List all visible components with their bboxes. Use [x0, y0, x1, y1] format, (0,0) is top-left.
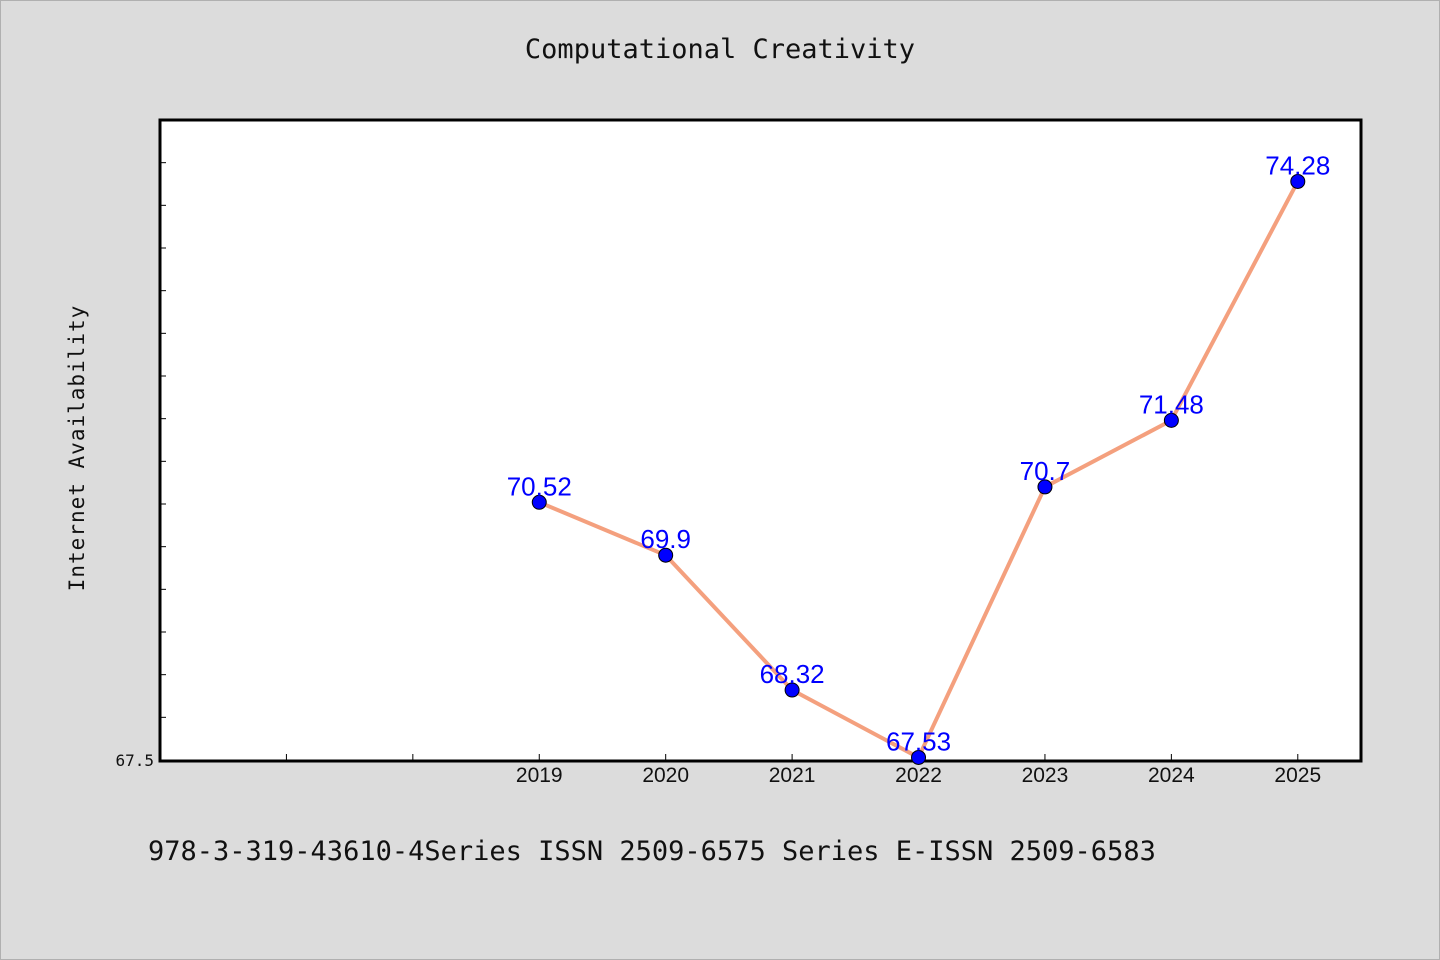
- chart-title: Computational Creativity: [524, 34, 916, 65]
- data-point: [784, 682, 800, 698]
- x-tick-label: 2022: [895, 764, 942, 787]
- y-axis-ticks: 67.5: [115, 162, 166, 770]
- x-axis-ticks: 2019 2020 2021 2022 2023 2024 2025: [159, 754, 1321, 787]
- y-tick-label: 67.5: [115, 751, 154, 770]
- x-tick-label: 2020: [642, 764, 689, 787]
- data-label: 68.32: [760, 659, 825, 689]
- data-label: 71.48: [1139, 389, 1204, 419]
- data-markers: [531, 173, 1306, 765]
- data-point: [1037, 479, 1053, 495]
- data-point: [531, 494, 547, 510]
- x-tick-label: 2025: [1274, 764, 1321, 787]
- footer-isbn-text: 978-3-319-43610-4Series ISSN 2509-6575 S…: [148, 836, 1156, 867]
- x-tick-label: 2024: [1148, 764, 1195, 787]
- data-label: 69.9: [640, 524, 691, 554]
- data-label: 67.53: [886, 726, 951, 756]
- data-point: [911, 749, 927, 765]
- data-label: 70.7: [1020, 456, 1071, 486]
- data-point: [1290, 173, 1306, 189]
- x-tick-label: 2019: [516, 764, 563, 787]
- data-labels: 70.52 69.9 68.32 67.53 70.7 71.48 74.28: [507, 150, 1331, 756]
- data-point: [658, 547, 674, 563]
- data-label: 70.52: [507, 471, 572, 501]
- x-tick-label: 2023: [1022, 764, 1069, 787]
- x-tick-label: 2021: [769, 764, 816, 787]
- data-point: [1163, 412, 1179, 428]
- data-label: 74.28: [1265, 150, 1330, 180]
